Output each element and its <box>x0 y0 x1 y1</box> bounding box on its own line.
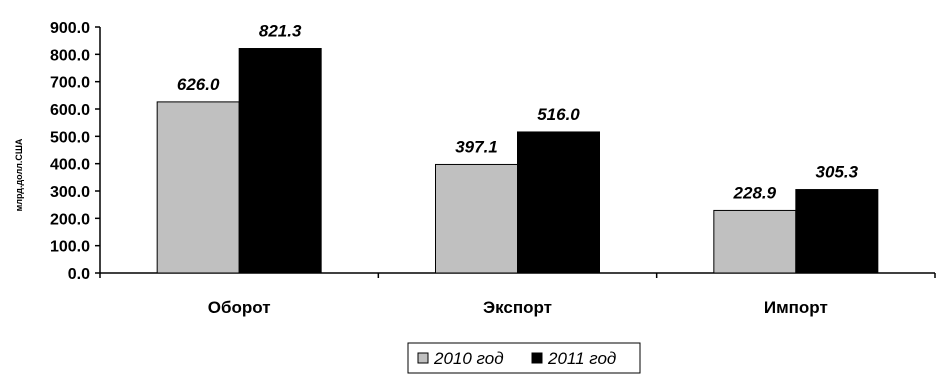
y-tick-label: 600.0 <box>50 102 90 119</box>
y-axis-label: млрд.долл.США <box>14 138 24 211</box>
y-tick-label: 500.0 <box>50 129 90 146</box>
bar <box>713 209 797 274</box>
legend-label: 2010 год <box>433 349 504 368</box>
y-axis: 0.0 100.0 200.0 300.0 400.0 500.0 600.0 700.0 80… <box>50 20 101 283</box>
bar <box>156 101 240 274</box>
bar <box>517 131 600 274</box>
legend: 2010 год 2011 год <box>407 342 641 374</box>
legend-box <box>407 342 641 374</box>
bar <box>435 163 518 274</box>
x-axis: Оборот Экспорт Импорт <box>99 272 936 317</box>
legend-swatch <box>531 352 543 364</box>
legend-swatch <box>417 352 429 364</box>
y-tick-label: 700.0 <box>50 75 90 92</box>
y-tick-label: 200.0 <box>50 211 90 228</box>
x-tick-label: Оборот <box>208 298 271 317</box>
bar <box>238 48 322 274</box>
y-tick-label: 100.0 <box>50 239 90 256</box>
data-labels: 626.0 821.3 397.1 516.0 228.9 305.3 <box>177 22 859 203</box>
bars <box>156 48 879 274</box>
x-tick-label: Импорт <box>764 298 828 317</box>
y-tick-label: 900.0 <box>50 20 90 37</box>
legend-label: 2011 год <box>547 349 616 368</box>
data-label: 821.3 <box>259 22 302 41</box>
data-label: 228.9 <box>733 183 777 202</box>
data-label: 397.1 <box>455 137 498 156</box>
y-tick-label: 0.0 <box>68 266 90 283</box>
data-label: 305.3 <box>816 163 859 182</box>
y-tick-label: 800.0 <box>50 47 90 64</box>
y-tick-label: 300.0 <box>50 184 90 201</box>
x-tick-label: Экспорт <box>483 298 552 317</box>
data-label: 516.0 <box>537 105 580 124</box>
bar <box>795 189 879 274</box>
y-tick-label: 400.0 <box>50 157 90 174</box>
data-label: 626.0 <box>177 75 220 94</box>
